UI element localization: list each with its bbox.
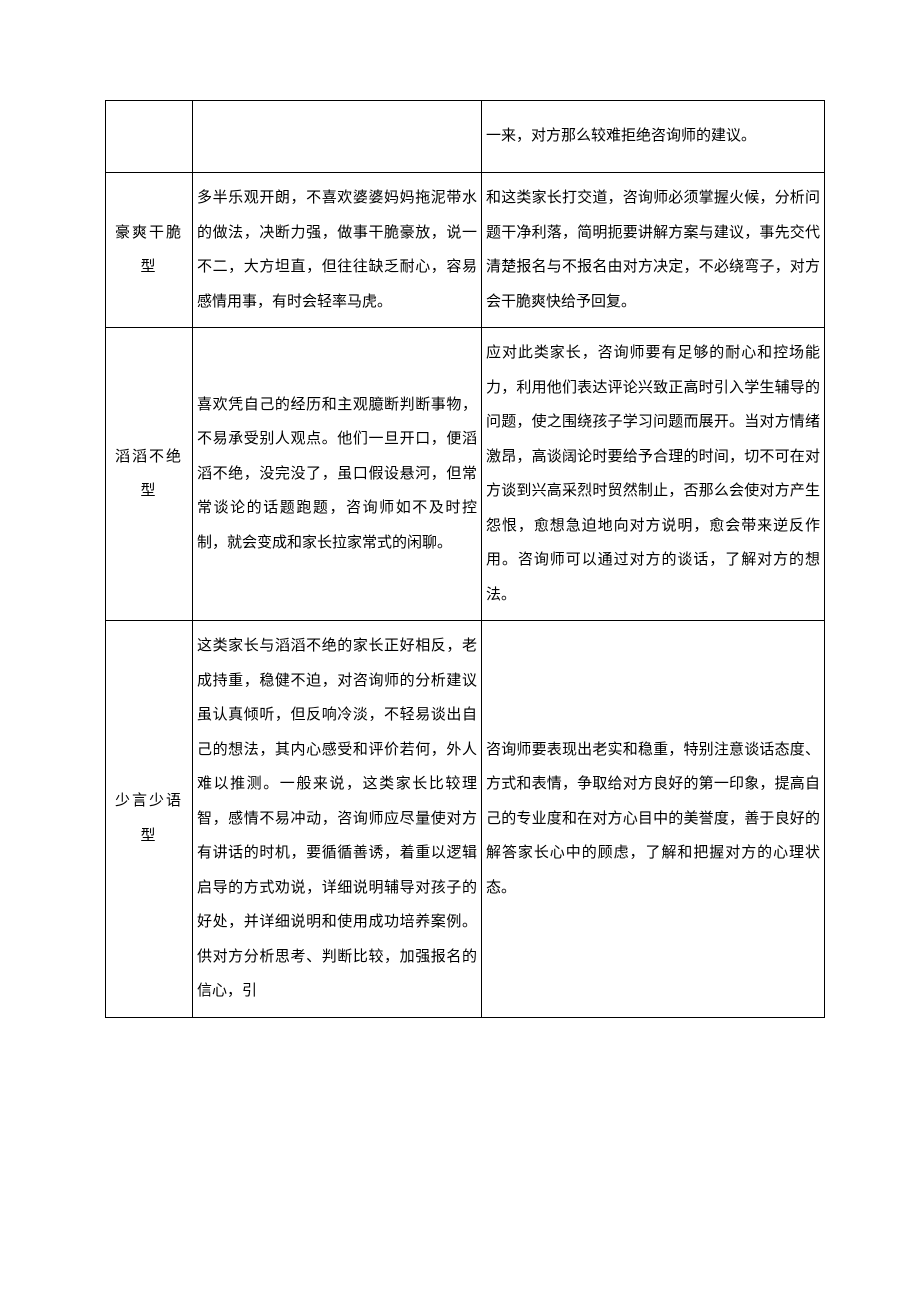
description-cell: 这类家长与滔滔不绝的家长正好相反，老成持重，稳健不迫，对咨询师的分析建议虽认真倾… [193, 621, 482, 1018]
advice-cell: 和这类家长打交道，咨询师必须掌握火候，分析问题干净利落，简明扼要讲解方案与建议，… [482, 173, 825, 328]
advice-cell: 一来，对方那么较难拒绝咨询师的建议。 [482, 101, 825, 173]
table-row: 一来，对方那么较难拒绝咨询师的建议。 [106, 101, 825, 173]
advice-cell: 咨询师要表现出老实和稳重，特别注意谈话态度、方式和表情，争取给对方良好的第一印象… [482, 621, 825, 1018]
table-row: 滔滔不绝型 喜欢凭自己的经历和主观臆断判断事物，不易承受别人观点。他们一旦开口，… [106, 328, 825, 621]
description-cell: 多半乐观开朗，不喜欢婆婆妈妈拖泥带水的做法，决断力强，做事干脆豪放，说一不二，大… [193, 173, 482, 328]
type-cell [106, 101, 193, 173]
type-cell: 少言少语型 [106, 621, 193, 1018]
table-row: 少言少语型 这类家长与滔滔不绝的家长正好相反，老成持重，稳健不迫，对咨询师的分析… [106, 621, 825, 1018]
advice-cell: 应对此类家长，咨询师要有足够的耐心和控场能力，利用他们表达评论兴致正高时引入学生… [482, 328, 825, 621]
description-cell: 喜欢凭自己的经历和主观臆断判断事物，不易承受别人观点。他们一旦开口，便滔滔不绝，… [193, 328, 482, 621]
type-cell: 滔滔不绝型 [106, 328, 193, 621]
description-cell [193, 101, 482, 173]
parent-types-table: 一来，对方那么较难拒绝咨询师的建议。 豪爽干脆型 多半乐观开朗，不喜欢婆婆妈妈拖… [105, 100, 825, 1018]
document-page: 一来，对方那么较难拒绝咨询师的建议。 豪爽干脆型 多半乐观开朗，不喜欢婆婆妈妈拖… [0, 0, 920, 1108]
table-row: 豪爽干脆型 多半乐观开朗，不喜欢婆婆妈妈拖泥带水的做法，决断力强，做事干脆豪放，… [106, 173, 825, 328]
type-cell: 豪爽干脆型 [106, 173, 193, 328]
